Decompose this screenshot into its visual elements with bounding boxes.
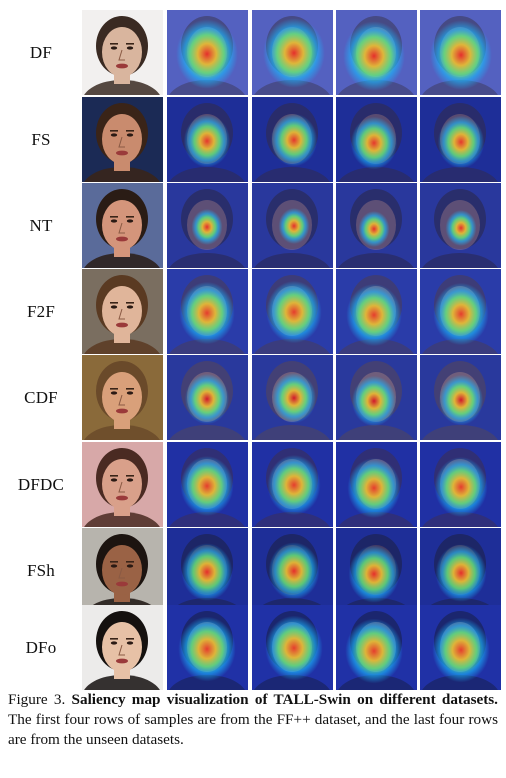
figure-row-dfo: DFo [0,605,506,690]
row-tiles [82,442,501,527]
saliency-map-image [252,442,333,527]
saliency-map-image [167,605,248,690]
row-label: DF [29,42,53,62]
saliency-map-image [336,355,417,440]
saliency-map-image [252,10,333,95]
saliency-map-image [420,605,501,690]
input-face-image [82,605,163,690]
saliency-map-image [420,528,501,613]
saliency-map-image [336,528,417,613]
row-label: DFo [25,637,57,657]
row-label: F2F [26,301,55,321]
figure-3: DF FS NT F2F CDF DFDC FSh DFo [0,10,506,690]
saliency-map-image [336,97,417,182]
saliency-map-image [336,442,417,527]
saliency-map-image [252,528,333,613]
figure-row-df: DF [0,10,506,95]
row-tiles [82,605,501,690]
saliency-map-image [167,97,248,182]
row-tiles [82,97,501,182]
saliency-map-image [336,10,417,95]
saliency-map-image [167,269,248,354]
saliency-map-image [420,183,501,268]
input-face-image [82,442,163,527]
row-label: CDF [24,387,58,407]
figure-row-fs: FS [0,97,506,182]
figure-row-nt: NT [0,183,506,268]
input-face-image [82,97,163,182]
saliency-map-image [252,355,333,440]
saliency-map-image [252,605,333,690]
saliency-map-image [167,183,248,268]
saliency-map-image [420,97,501,182]
caption-bold: Saliency map visualization of TALL-Swin … [71,691,498,708]
input-face-image [82,10,163,95]
saliency-map-image [252,269,333,354]
saliency-map-image [336,183,417,268]
row-tiles [82,528,501,613]
row-label: FSh [26,560,55,580]
figure-row-cdf: CDF [0,355,506,440]
saliency-map-image [420,355,501,440]
caption-prefix: Figure 3. [8,691,72,708]
row-tiles [82,355,501,440]
row-tiles [82,10,501,95]
row-label: DFDC [17,474,65,494]
figure-caption: Figure 3. Saliency map visualization of … [8,690,498,750]
figure-row-fsh: FSh [0,528,506,613]
figure-row-dfdc: DFDC [0,442,506,527]
saliency-map-image [336,605,417,690]
figure-row-f2f: F2F [0,269,506,354]
row-tiles [82,269,501,354]
caption-rest: The first four rows of samples are from … [8,711,498,748]
saliency-map-image [420,10,501,95]
saliency-map-image [420,269,501,354]
input-face-image [82,355,163,440]
row-label: FS [31,129,51,149]
input-face-image [82,528,163,613]
row-label: NT [29,215,53,235]
saliency-map-image [167,10,248,95]
row-tiles [82,183,501,268]
saliency-map-image [252,97,333,182]
input-face-image [82,269,163,354]
saliency-map-image [167,355,248,440]
saliency-map-image [167,442,248,527]
saliency-map-image [252,183,333,268]
saliency-map-image [336,269,417,354]
saliency-map-image [420,442,501,527]
input-face-image [82,183,163,268]
saliency-map-image [167,528,248,613]
